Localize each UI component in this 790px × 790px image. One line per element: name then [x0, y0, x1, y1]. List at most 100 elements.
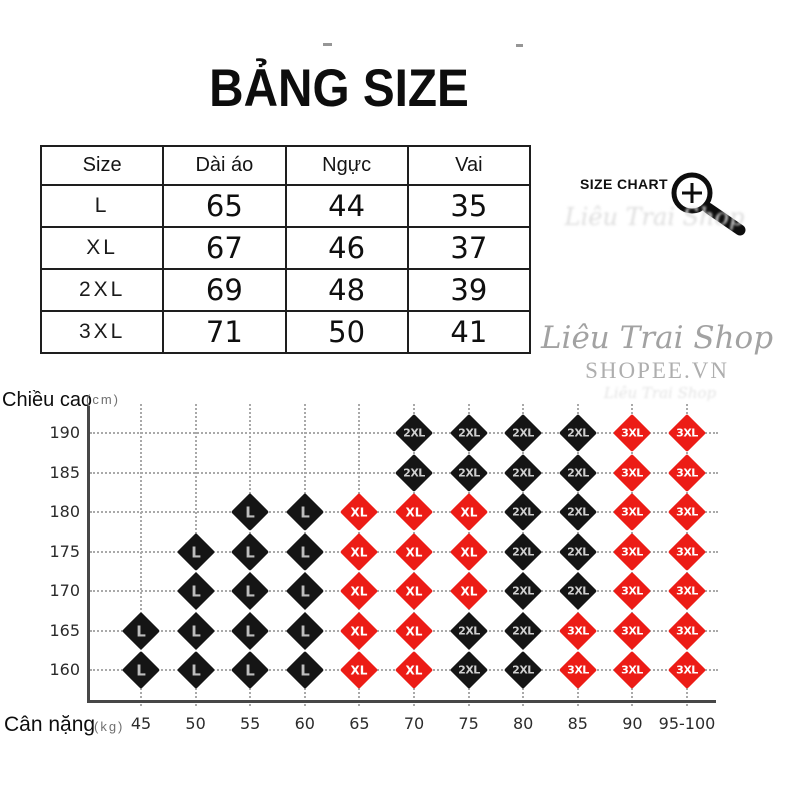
size-marker-label: 3XL: [621, 584, 644, 598]
size-marker-label: 2XL: [566, 545, 589, 558]
size-marker: 3XL: [667, 571, 707, 611]
table-row: 2XL 69 48 39: [39, 268, 532, 312]
size-marker: 3XL: [667, 611, 707, 650]
size-marker: 3XL: [667, 492, 707, 532]
size-marker: 2XL: [449, 650, 488, 690]
size-marker: 2XL: [449, 611, 488, 650]
size-marker-label: XL: [460, 505, 478, 519]
size-marker-label: 2XL: [566, 505, 589, 519]
size-marker: 2XL: [558, 453, 597, 492]
size-table-header: Dài áo: [162, 145, 287, 186]
size-marker: 2XL: [558, 532, 597, 571]
size-marker-label: L: [245, 503, 255, 521]
y-tick-label: 160: [49, 660, 80, 679]
table-cell: XL: [39, 226, 165, 270]
artifact-dash: [323, 43, 332, 46]
size-marker: XL: [394, 650, 434, 690]
size-marker: 3XL: [613, 413, 652, 453]
x-tick-label: 60: [294, 714, 315, 733]
size-marker-label: XL: [405, 505, 423, 519]
x-axis-unit: (kg): [94, 719, 125, 734]
size-marker-label: 3XL: [676, 505, 698, 519]
size-table-header: Ngực: [284, 145, 409, 186]
x-tick-label: 70: [403, 714, 425, 733]
size-marker-label: L: [245, 582, 255, 600]
size-marker-label: 3XL: [676, 466, 698, 479]
size-marker: 3XL: [558, 650, 597, 690]
size-marker: 2XL: [504, 650, 543, 690]
size-marker: 3XL: [613, 650, 652, 690]
table-cell: 37: [406, 226, 532, 270]
size-marker-label: XL: [350, 544, 368, 559]
size-table-head: Size Dài áo Ngực Vai: [39, 145, 532, 186]
size-marker-label: XL: [460, 584, 478, 598]
table-cell: 69: [162, 268, 287, 312]
size-marker: XL: [394, 492, 434, 532]
y-tick-label: 175: [49, 541, 80, 561]
size-marker: 3XL: [558, 611, 597, 650]
size-marker-label: XL: [350, 623, 368, 638]
size-marker-label: L: [190, 621, 201, 640]
size-marker: L: [231, 571, 270, 611]
size-marker: 3XL: [613, 492, 652, 532]
size-marker-label: XL: [405, 584, 423, 598]
x-tick-label: 55: [240, 714, 261, 733]
size-marker: L: [285, 650, 324, 690]
watermark-ghost: Liêu Trai Shop: [603, 384, 717, 402]
y-tick-label: 180: [49, 502, 80, 521]
artifact-dash: [516, 44, 523, 47]
x-tick-label: 50: [185, 714, 206, 733]
size-marker: 2XL: [394, 413, 434, 453]
size-marker: L: [176, 650, 215, 690]
size-marker-label: 3XL: [621, 466, 644, 479]
size-marker-label: L: [300, 661, 310, 679]
size-marker-label: 2XL: [512, 426, 535, 440]
table-cell: 3XL: [39, 310, 165, 354]
size-marker: 3XL: [613, 611, 652, 650]
watermark-ghost: Liêu Trai Shop: [564, 203, 745, 231]
size-marker-label: 2XL: [512, 545, 535, 558]
y-tick-label: 165: [49, 620, 80, 640]
size-marker-label: 3XL: [621, 426, 644, 440]
size-marker-label: L: [190, 542, 201, 561]
x-axis-line: [87, 700, 716, 703]
size-marker-label: 2XL: [403, 466, 425, 479]
x-tick-label: 95-100: [658, 714, 716, 733]
size-marker: 3XL: [613, 571, 652, 611]
size-marker-label: 3XL: [676, 584, 698, 598]
size-marker-label: L: [245, 661, 255, 679]
size-marker-label: L: [300, 542, 310, 561]
size-marker-label: L: [300, 621, 310, 640]
size-marker-label: XL: [350, 505, 368, 519]
size-marker-label: 3XL: [621, 663, 644, 677]
size-marker: 3XL: [613, 453, 652, 492]
size-marker: 2XL: [504, 532, 543, 571]
size-marker-label: 2XL: [512, 624, 535, 637]
size-marker-label: XL: [405, 623, 423, 638]
table-cell: 46: [284, 226, 409, 270]
size-chart-label: SIZE CHART: [580, 176, 668, 192]
size-marker: 3XL: [613, 532, 652, 571]
size-marker: 3XL: [667, 413, 707, 453]
size-marker-label: 2XL: [566, 584, 589, 598]
size-marker: XL: [340, 492, 379, 532]
size-marker: XL: [449, 571, 488, 611]
size-marker-label: 2XL: [512, 505, 535, 519]
size-marker: 3XL: [667, 650, 707, 690]
size-marker-label: 3XL: [621, 505, 644, 519]
size-marker-label: 2XL: [566, 426, 589, 440]
table-cell: 48: [284, 268, 409, 312]
size-marker: L: [231, 611, 270, 650]
size-marker: L: [176, 532, 215, 571]
size-marker: 2XL: [504, 453, 543, 492]
size-marker-label: 2XL: [512, 584, 535, 598]
size-marker: 2XL: [504, 571, 543, 611]
x-tick-label: 80: [513, 714, 534, 733]
y-tick-label: 185: [49, 462, 80, 482]
size-marker: 2XL: [449, 413, 488, 453]
size-marker-label: L: [245, 621, 255, 640]
size-marker: 3XL: [667, 532, 707, 571]
y-tick-label: 190: [49, 423, 80, 442]
size-marker: 3XL: [667, 453, 707, 492]
